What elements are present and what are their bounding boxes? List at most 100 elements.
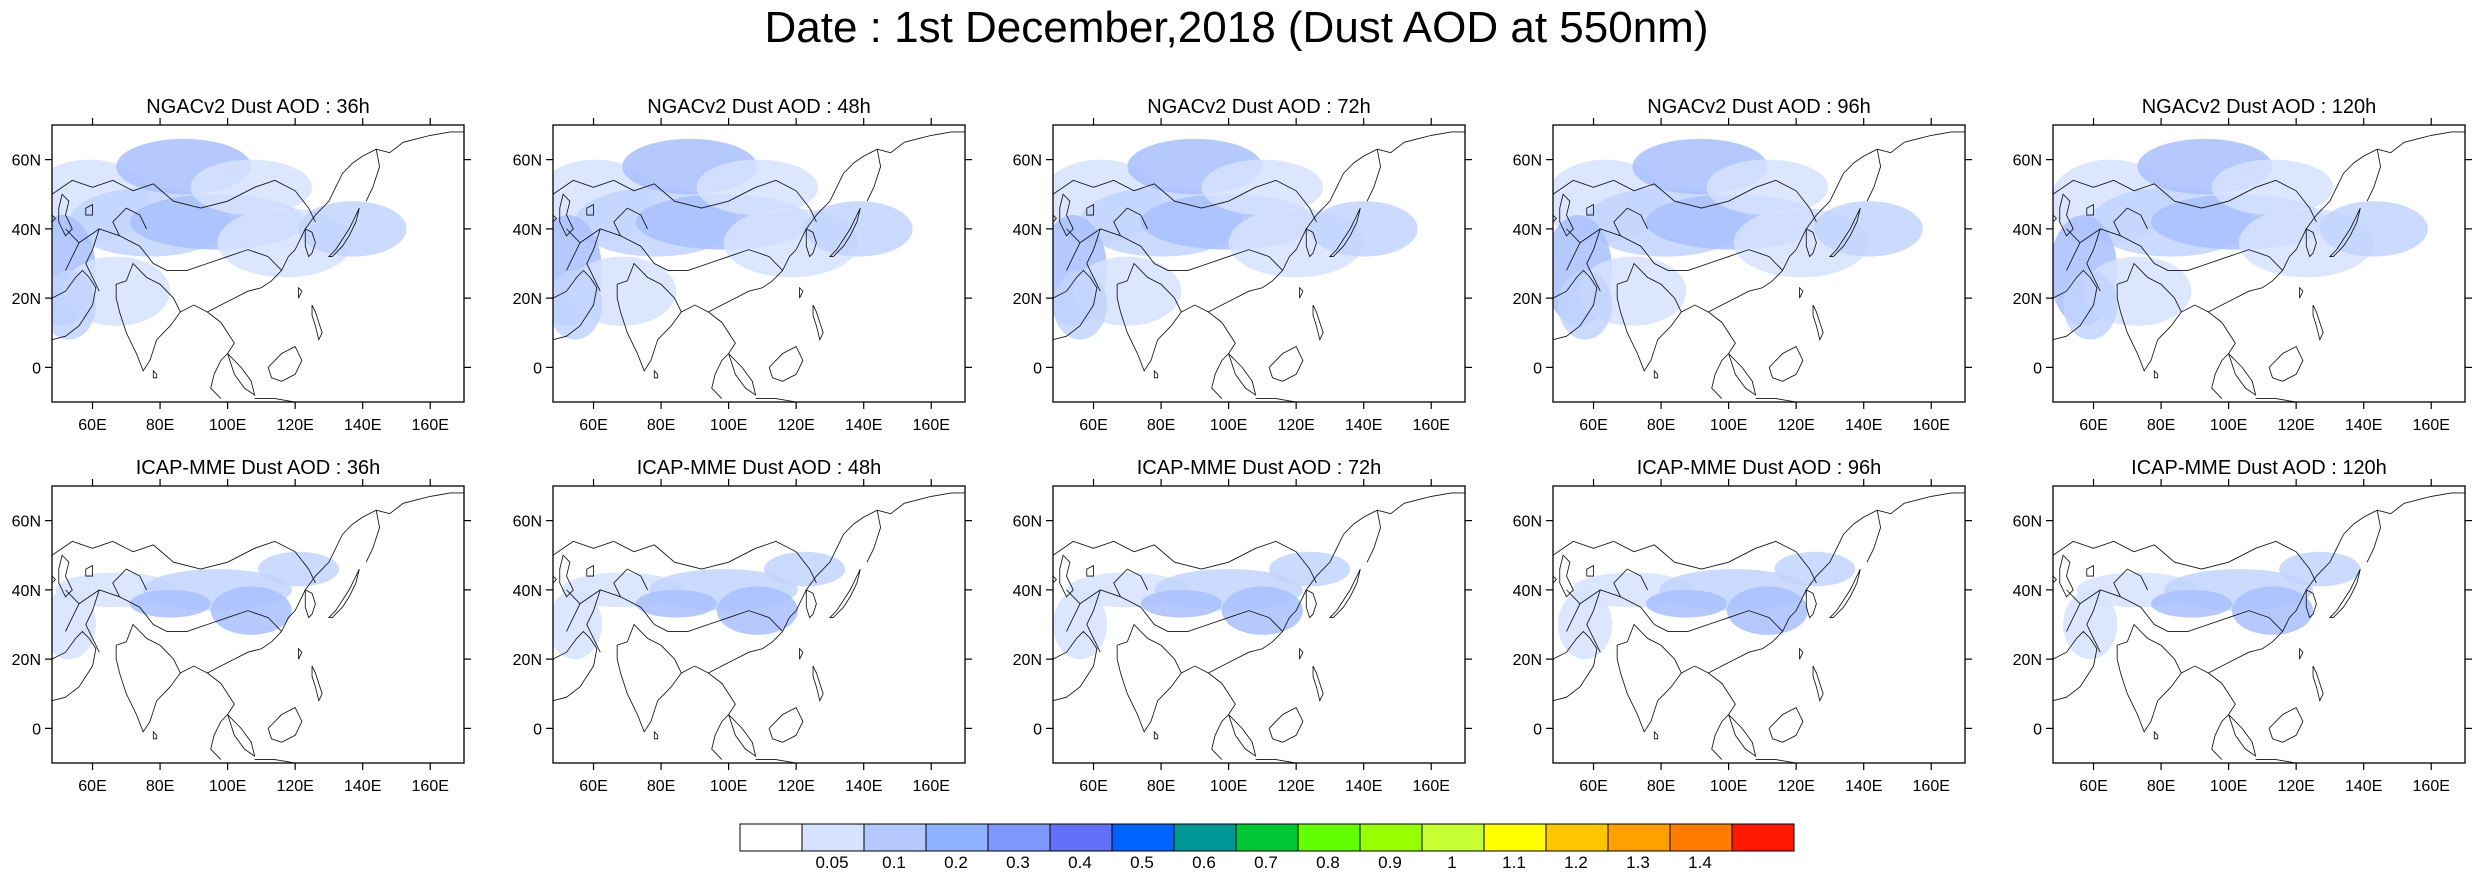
colorbar-label: 1.4 — [1688, 853, 1712, 872]
lon-tick-label: 80E — [1647, 417, 1675, 434]
map-border — [51, 124, 465, 403]
colorbar-swatch — [1049, 823, 1113, 852]
panel-title: NGACv2 Dust AOD : 120h — [2142, 96, 2377, 118]
lat-tick-label: 20N — [1513, 291, 1542, 308]
map-panel: NGACv2 Dust AOD : 36h 60E 80E 100E 120E 140E 1… — [12, 96, 471, 434]
colorbar-label: 1.2 — [1564, 853, 1588, 872]
colorbar-label: 0.1 — [882, 853, 906, 872]
lat-tick-label: 20N — [12, 652, 41, 669]
lon-tick-label: 160E — [2413, 417, 2450, 434]
colorbar-swatch — [1483, 823, 1547, 852]
lon-tick-label: 160E — [1413, 778, 1450, 795]
lat-tick-label: 0 — [533, 721, 542, 738]
lon-tick-label: 160E — [412, 778, 449, 795]
lon-tick-label: 120E — [1277, 417, 1314, 434]
lat-tick-label: 60N — [1513, 153, 1542, 170]
colorbar-label: 1.3 — [1626, 853, 1650, 872]
lon-tick-label: 80E — [2147, 778, 2175, 795]
dust-shading — [1309, 201, 1418, 257]
lon-tick-label: 160E — [2413, 778, 2450, 795]
colorbar-swatch — [1607, 823, 1671, 852]
map-border — [1052, 485, 1466, 764]
dust-shading — [2211, 159, 2334, 216]
lon-tick-label: 100E — [710, 778, 747, 795]
lon-tick-label: 140E — [1345, 778, 1382, 795]
lon-tick-label: 140E — [344, 778, 381, 795]
map-border — [552, 124, 966, 403]
lon-tick-label: 60E — [78, 417, 106, 434]
lat-tick-label: 20N — [513, 291, 542, 308]
map-panel: NGACv2 Dust AOD : 48h 60E 80E 100E 120E 140E 1… — [513, 96, 972, 434]
panel-title: NGACv2 Dust AOD : 72h — [1147, 96, 1370, 118]
lat-tick-label: 20N — [1013, 652, 1042, 669]
dust-shading — [635, 589, 717, 618]
lat-tick-label: 60N — [2013, 514, 2042, 531]
colorbar-swatch — [1297, 823, 1361, 852]
dust-shading — [1645, 589, 1727, 618]
map-panel: NGACv2 Dust AOD : 96h 60E 80E 100E 120E 140E 1… — [1513, 96, 1972, 434]
colorbar-label: 0.9 — [1378, 853, 1402, 872]
lon-tick-label: 100E — [209, 778, 246, 795]
lat-tick-label: 40N — [1513, 583, 1542, 600]
lat-tick-label: 20N — [12, 291, 41, 308]
map-panel: NGACv2 Dust AOD : 120h 60E 80E 100E 120E 140E… — [2013, 96, 2472, 434]
dust-shading — [1558, 589, 1613, 660]
lat-tick-label: 40N — [513, 222, 542, 239]
panel-title: ICAP-MME Dust AOD : 96h — [1637, 457, 1882, 479]
page-title: Date : 1st December,2018 (Dust AOD at 55… — [764, 3, 1709, 52]
dust-shading — [804, 201, 913, 257]
dust-shading — [1053, 270, 1108, 340]
lon-tick-label: 120E — [276, 778, 313, 795]
colorbar-swatch — [739, 823, 803, 852]
colorbar-label: 0.8 — [1316, 853, 1340, 872]
map-panel: ICAP-MME Dust AOD : 120h 60E 80E 100E 120E 14… — [2013, 457, 2472, 795]
dust-shading — [1726, 586, 1808, 635]
lat-tick-label: 60N — [513, 514, 542, 531]
lat-tick-label: 20N — [2013, 291, 2042, 308]
lon-tick-label: 140E — [2345, 417, 2382, 434]
lon-tick-label: 80E — [146, 417, 174, 434]
colorbar-label: 0.05 — [815, 853, 848, 872]
lon-tick-label: 60E — [1579, 778, 1607, 795]
lat-tick-label: 20N — [1513, 652, 1542, 669]
panel-title: NGACv2 Dust AOD : 36h — [146, 96, 369, 118]
lat-tick-label: 40N — [1013, 583, 1042, 600]
dust-shading — [52, 270, 96, 340]
colorbar-swatch — [1421, 823, 1485, 852]
lon-tick-label: 60E — [1579, 417, 1607, 434]
dust-shading — [190, 159, 313, 216]
panel-title: NGACv2 Dust AOD : 96h — [1647, 96, 1870, 118]
lat-tick-label: 60N — [2013, 153, 2042, 170]
lon-tick-label: 100E — [2210, 778, 2247, 795]
lat-tick-label: 60N — [12, 514, 41, 531]
lon-tick-label: 80E — [1147, 778, 1175, 795]
lon-tick-label: 140E — [1345, 417, 1382, 434]
dust-shading — [1706, 159, 1829, 216]
colorbar-label: 0.7 — [1254, 853, 1278, 872]
panel-title: NGACv2 Dust AOD : 48h — [647, 96, 870, 118]
lon-tick-label: 160E — [1913, 778, 1950, 795]
dust-shading — [2063, 270, 2118, 340]
lat-tick-label: 40N — [12, 583, 41, 600]
lon-tick-label: 140E — [2345, 778, 2382, 795]
lon-tick-label: 80E — [1147, 417, 1175, 434]
lon-tick-label: 80E — [2147, 417, 2175, 434]
dust-shading — [1201, 159, 1324, 216]
lat-tick-label: 0 — [2033, 721, 2042, 738]
lat-tick-label: 0 — [2033, 360, 2042, 377]
dust-shading — [1221, 586, 1303, 635]
lat-tick-label: 40N — [1013, 222, 1042, 239]
lon-tick-label: 160E — [913, 417, 950, 434]
dust-shading — [1774, 551, 1856, 587]
colorbar-label: 1.1 — [1502, 853, 1526, 872]
lon-tick-label: 100E — [1710, 417, 1747, 434]
lon-tick-label: 80E — [1647, 778, 1675, 795]
panel-title: ICAP-MME Dust AOD : 36h — [136, 457, 381, 479]
lat-tick-label: 40N — [1513, 222, 1542, 239]
map-border — [1552, 124, 1966, 403]
lat-tick-label: 0 — [32, 360, 41, 377]
lon-tick-label: 140E — [845, 778, 882, 795]
map-border — [552, 485, 966, 764]
